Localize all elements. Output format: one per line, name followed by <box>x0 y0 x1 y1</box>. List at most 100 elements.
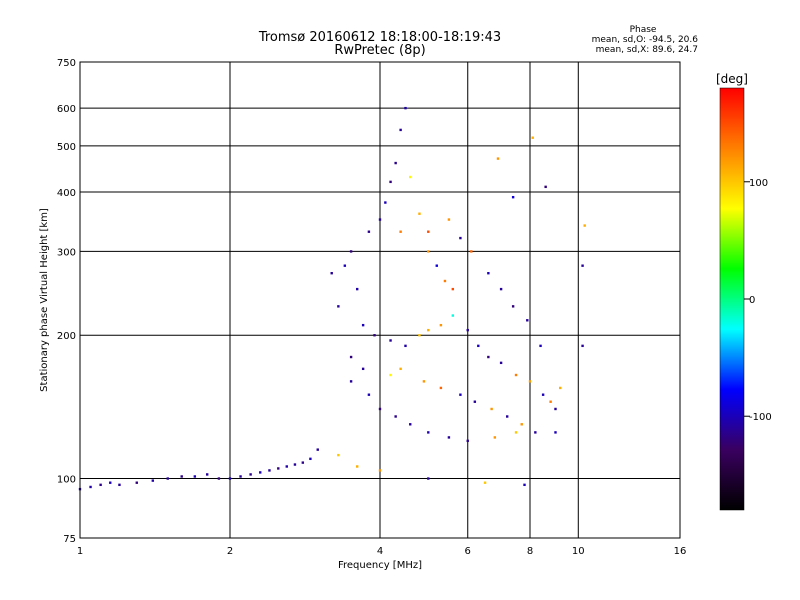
data-point <box>193 475 197 478</box>
data-point <box>534 431 537 434</box>
data-point <box>505 415 509 418</box>
x-tick-label: 6 <box>465 546 471 557</box>
data-point <box>135 481 138 484</box>
x-tick-label: 1 <box>77 546 83 557</box>
data-point <box>418 334 421 337</box>
data-point <box>541 393 545 396</box>
data-point <box>337 453 340 457</box>
data-point <box>109 481 112 484</box>
colorbar-tick-label: 0 <box>749 295 755 306</box>
data-point <box>99 483 102 487</box>
data-point <box>409 423 412 426</box>
data-point <box>554 407 557 411</box>
data-point <box>389 373 392 377</box>
data-point <box>466 328 469 332</box>
data-point <box>277 467 280 470</box>
data-point <box>409 175 412 179</box>
data-point <box>205 473 209 476</box>
data-point <box>581 264 584 267</box>
data-point <box>217 477 221 480</box>
data-point <box>355 465 359 468</box>
y-tick-label: 400 <box>57 188 76 199</box>
data-point <box>439 386 443 390</box>
data-point <box>118 483 121 487</box>
y-tick-label: 100 <box>57 475 76 486</box>
data-point <box>309 457 312 461</box>
data-point <box>531 136 534 139</box>
data-point <box>180 475 183 478</box>
data-point <box>389 180 392 184</box>
data-point <box>520 423 523 426</box>
data-point <box>539 344 542 348</box>
data-point <box>443 279 447 283</box>
data-point <box>349 355 353 359</box>
y-axis-label: Stationary phase Virtual Height [km] <box>39 208 50 392</box>
x-tick-labels: 1 2 4 6 8 10 16 <box>77 546 687 557</box>
data-point <box>349 380 353 383</box>
x-tick-label: 4 <box>377 546 383 557</box>
data-points <box>78 106 586 491</box>
data-point <box>399 367 402 371</box>
data-point <box>399 230 402 233</box>
data-point <box>285 465 288 468</box>
x-tick-label: 10 <box>572 546 585 557</box>
data-point <box>490 407 493 411</box>
data-point <box>389 339 392 342</box>
data-point <box>459 236 462 240</box>
chart-title: Tromsø 20160612 18:18:00-18:19:43 <box>258 30 501 45</box>
y-tick-label: 500 <box>57 142 76 153</box>
data-point <box>559 386 562 390</box>
data-point <box>439 323 443 327</box>
data-point <box>404 344 407 348</box>
data-point <box>514 431 518 434</box>
data-point <box>427 250 430 253</box>
data-point <box>511 305 515 308</box>
y-tick-labels: 75 100 200 300 400 500 600 750 <box>57 58 76 545</box>
data-point <box>361 323 365 327</box>
data-point <box>427 477 430 480</box>
data-point <box>451 287 455 291</box>
colorbar <box>719 87 745 511</box>
data-point <box>459 393 462 396</box>
colorbar-label: [deg] <box>716 72 748 86</box>
data-point <box>473 400 477 403</box>
data-point <box>355 287 359 291</box>
colorbar-ticks: 100 0 -100 <box>744 178 772 423</box>
data-point <box>514 373 518 377</box>
data-point <box>466 439 469 443</box>
colorbar-tick-label: 100 <box>749 178 768 189</box>
data-point <box>447 218 451 221</box>
y-tick-label: 750 <box>57 58 76 69</box>
y-tick-label: 300 <box>57 247 76 258</box>
data-point <box>554 431 557 434</box>
data-point <box>499 287 503 291</box>
phase-mean-o: mean, sd,O: -94.5, 20.6 <box>592 35 699 45</box>
data-point <box>451 314 455 317</box>
data-point <box>151 479 155 482</box>
data-point <box>301 461 305 464</box>
phase-heading: Phase <box>630 25 657 35</box>
x-tick-label: 8 <box>527 546 533 557</box>
data-point <box>581 344 584 348</box>
data-point <box>361 367 365 371</box>
x-tick-label: 2 <box>227 546 233 557</box>
x-tick-label: 16 <box>674 546 687 557</box>
data-point <box>399 128 402 132</box>
data-point <box>378 407 382 411</box>
data-point <box>404 106 407 110</box>
data-point <box>349 250 353 253</box>
data-point <box>373 334 376 337</box>
data-point <box>447 436 451 439</box>
data-point <box>422 380 426 383</box>
data-point <box>418 212 421 215</box>
data-point <box>259 471 262 474</box>
data-point <box>249 473 252 476</box>
data-point <box>487 355 490 359</box>
data-point <box>544 185 547 189</box>
data-point <box>316 448 319 451</box>
data-point <box>483 481 487 484</box>
data-point <box>549 400 552 403</box>
data-point <box>526 319 529 322</box>
data-point <box>89 485 92 489</box>
